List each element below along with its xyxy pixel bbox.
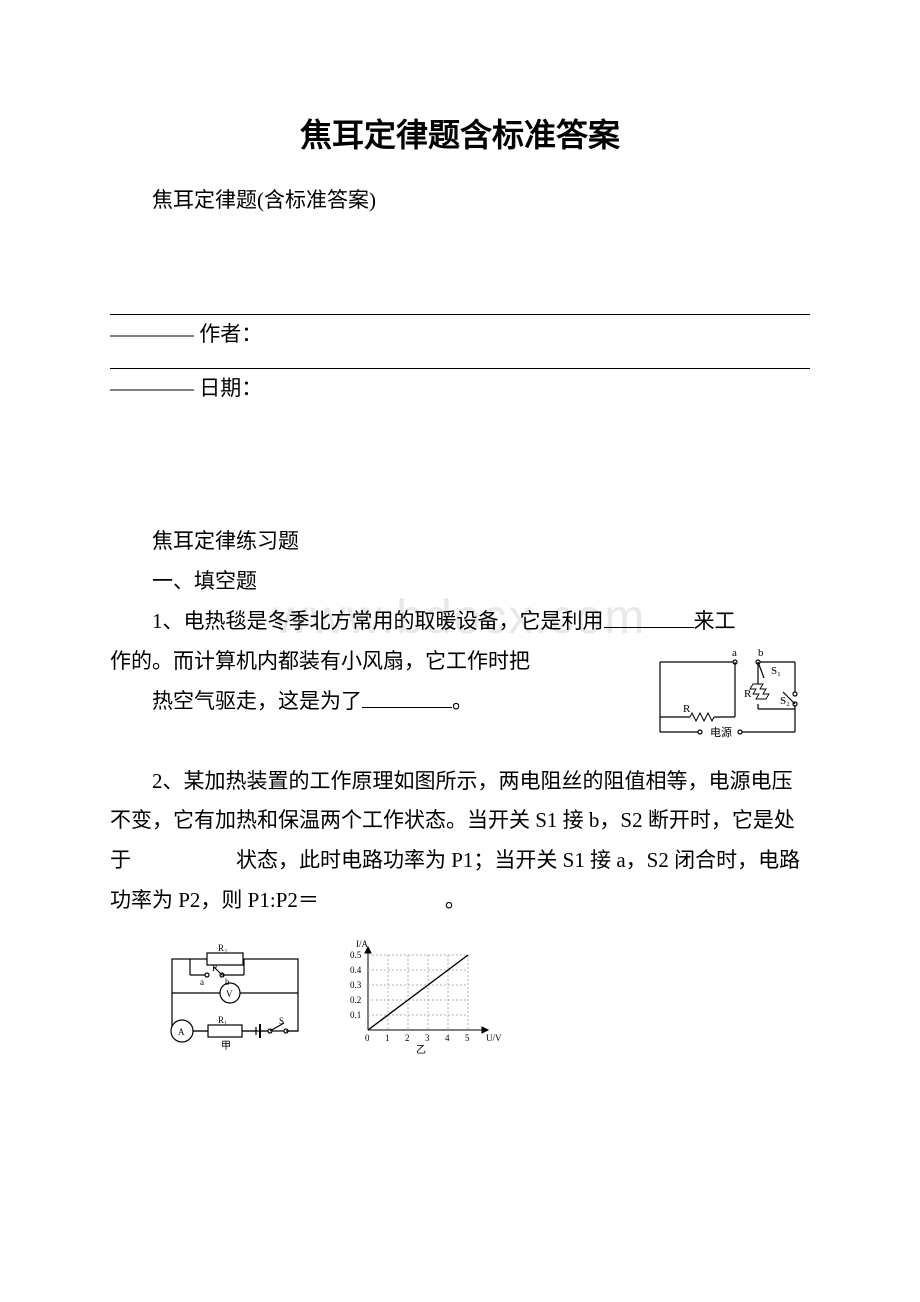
ytick: 0.1 bbox=[350, 1010, 361, 1020]
xtick: 2 bbox=[405, 1033, 410, 1043]
blank bbox=[362, 687, 452, 708]
xlabel: U/V bbox=[486, 1033, 502, 1043]
q1-text-a: 1、电热毯是冬季北方常用的取暖设备，它是利用 bbox=[152, 609, 604, 633]
date-line: ———— 日期： bbox=[110, 368, 810, 402]
label-r2: R bbox=[683, 703, 691, 715]
author-label: ———— 作者： bbox=[110, 322, 262, 346]
label-b: b bbox=[758, 647, 764, 659]
label-a2: a bbox=[200, 977, 204, 987]
blank bbox=[604, 607, 694, 628]
circuit-diagram-1: a b S₁ S₂ R R 电源 bbox=[640, 642, 810, 756]
label-r: R bbox=[744, 688, 752, 700]
date-label: ———— 日期： bbox=[110, 376, 262, 400]
q1-text-c: 作的。而计算机内都装有小风扇，它工作时把 bbox=[110, 649, 530, 673]
author-line: ———— 作者： bbox=[110, 314, 810, 348]
date-block: ———— 日期： bbox=[110, 368, 810, 402]
label-b2: b bbox=[225, 977, 230, 987]
body-text: 焦耳定律练习题 一、填空题 1、电热毯是冬季北方常用的取暖设备，它是利用 来工 bbox=[110, 522, 810, 1055]
label-src: 电源 bbox=[710, 725, 732, 739]
section-sub: 一、填空题 bbox=[110, 562, 810, 602]
circuit-diagram-2: R₂ a P b V A R₁ S 甲 bbox=[152, 935, 312, 1055]
label-s: S bbox=[279, 1016, 284, 1026]
label-s2: S₂ bbox=[780, 695, 790, 707]
label-v: V bbox=[226, 989, 233, 999]
xtick: 3 bbox=[425, 1033, 430, 1043]
question-2: 2、某加热装置的工作原理如图所示，两电阻丝的阻值相等，电源电压不变，它有加热和保… bbox=[110, 762, 810, 922]
q1-text-b: 来工 bbox=[694, 609, 736, 633]
xtick: 5 bbox=[465, 1033, 470, 1043]
label-a: a bbox=[732, 647, 737, 659]
section-header: 焦耳定律练习题 bbox=[110, 522, 810, 562]
xtick: 4 bbox=[445, 1033, 450, 1043]
author-block: ———— 作者： bbox=[110, 314, 810, 348]
label-r1: R₁ bbox=[218, 1015, 227, 1025]
page-title: 焦耳定律题含标准答案 bbox=[110, 110, 810, 156]
label-s1: S₁ bbox=[771, 665, 781, 677]
label-r2: R₂ bbox=[218, 943, 227, 953]
label-p: P bbox=[212, 963, 217, 973]
ytick: 0.4 bbox=[350, 965, 362, 975]
ytick: 0.3 bbox=[350, 980, 362, 990]
xtick: 0 bbox=[365, 1033, 370, 1043]
caption-jia: 甲 bbox=[221, 1041, 231, 1052]
figure-row-2: R₂ a P b V A R₁ S 甲 bbox=[152, 935, 810, 1055]
question-1: 1、电热毯是冬季北方常用的取暖设备，它是利用 来工 bbox=[110, 602, 810, 756]
ylabel: I/A bbox=[356, 939, 368, 949]
page-content: 焦耳定律题含标准答案 焦耳定律题(含标准答案) ———— 作者： ———— 日期… bbox=[0, 0, 920, 1055]
xtick: 1 bbox=[385, 1033, 390, 1043]
caption-yi: 乙 bbox=[416, 1044, 426, 1055]
label-a: A bbox=[178, 1027, 185, 1037]
ytick: 0.5 bbox=[350, 950, 362, 960]
ytick: 0.2 bbox=[350, 995, 361, 1005]
page-subtitle: 焦耳定律题(含标准答案) bbox=[110, 184, 810, 214]
q1-text-d: 热空气驱走，这是为了 bbox=[152, 689, 362, 713]
iv-chart: 0.1 0.2 0.3 0.4 0.5 0 1 2 3 4 5 I/A U/V … bbox=[338, 935, 508, 1055]
